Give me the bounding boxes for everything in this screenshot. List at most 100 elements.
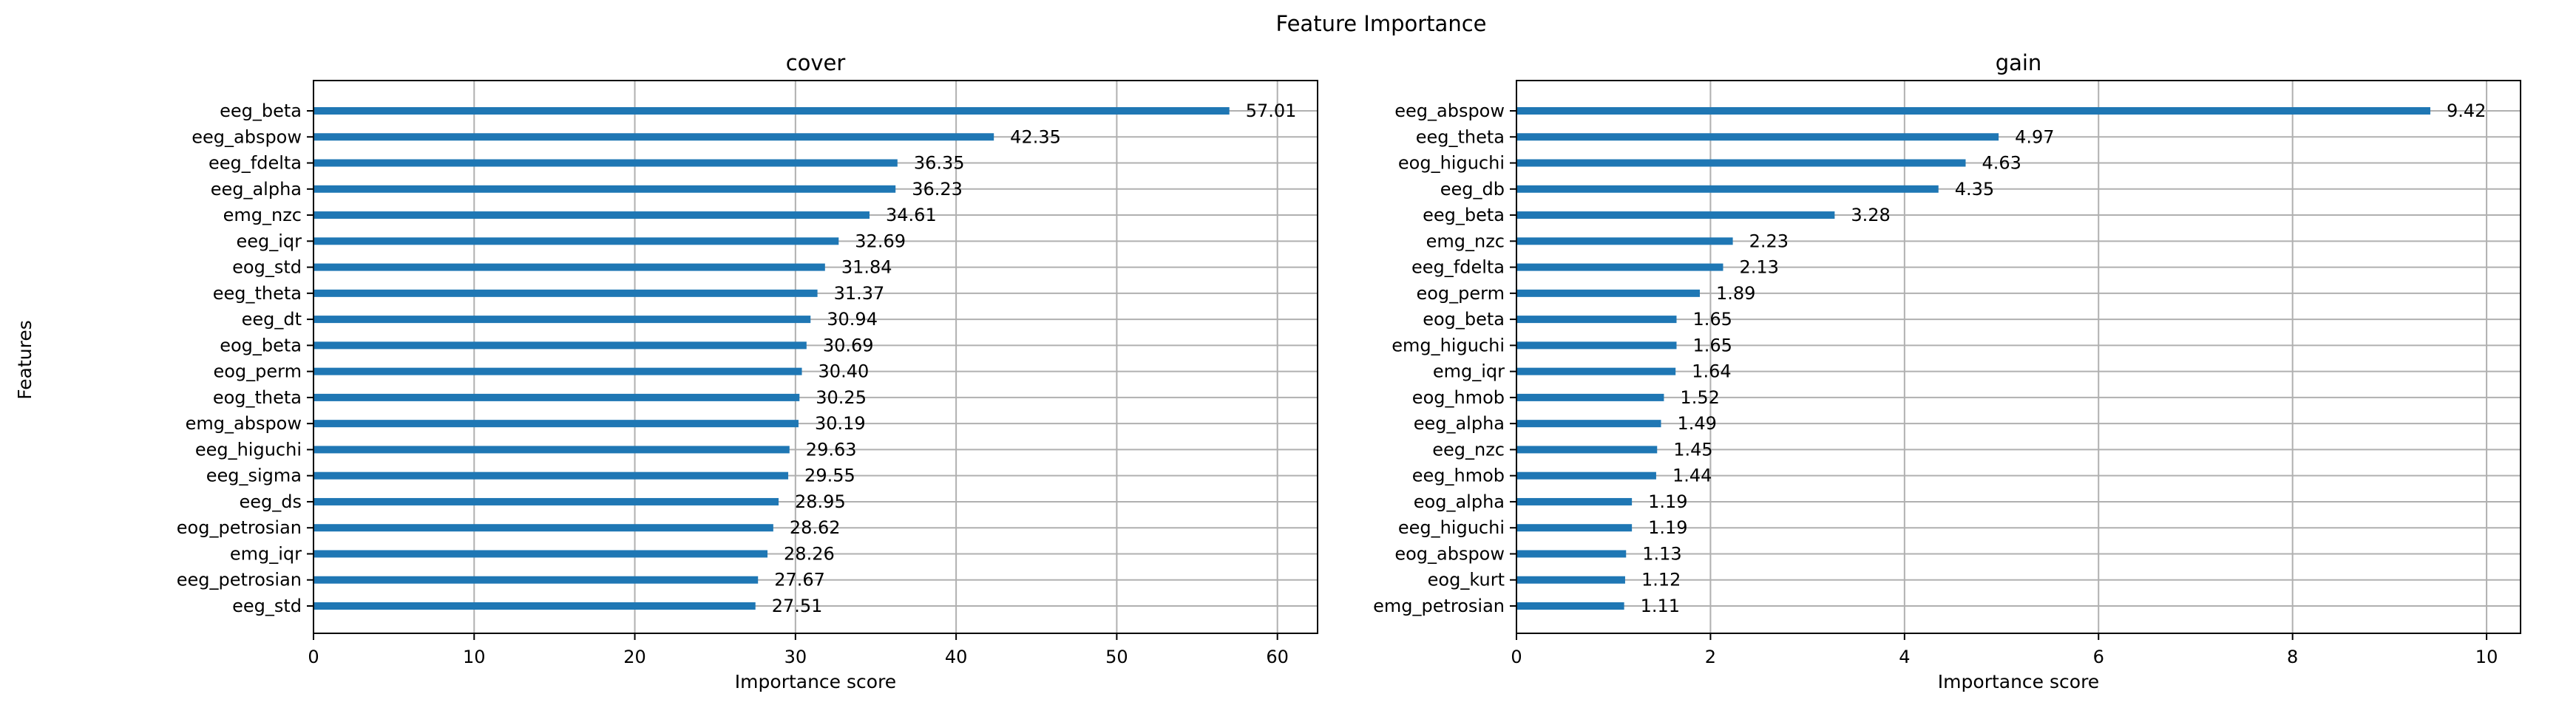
gain-bar-eog_perm (1516, 289, 1700, 297)
cover-bar-eog_std (313, 263, 825, 271)
cover-value-label: 31.84 (841, 257, 892, 278)
gain-xtick-label: 10 (2475, 647, 2498, 667)
gain-bar-eeg_higuchi (1516, 524, 1633, 532)
gain-chart-title: gain (1996, 50, 2042, 75)
cover-bar-eeg_dt (313, 316, 811, 324)
cover-ytick-label: eeg_iqr (236, 231, 302, 251)
cover-value-label: 28.95 (795, 491, 846, 512)
gain-ytick-label: emg_petrosian (1373, 596, 1505, 616)
gain-value-label: 2.13 (1739, 257, 1778, 278)
gain-bar-eog_kurt (1516, 576, 1625, 584)
cover-axes-frame (313, 80, 1318, 634)
gain-ytick-label: eog_abspow (1394, 543, 1505, 564)
gain-ytick-label: eeg_hmob (1412, 466, 1505, 486)
cover-ytick-label: eog_theta (213, 387, 302, 408)
gain-bar-emg_higuchi (1516, 341, 1677, 350)
gain-bar-eog_beta (1516, 316, 1677, 324)
gain-ytick-label: eeg_abspow (1394, 101, 1505, 121)
gain-value-label: 1.65 (1692, 335, 1732, 355)
cover-ytick-label: eeg_abspow (191, 126, 302, 147)
cover-ytick-label: eog_std (232, 257, 302, 278)
cover-ytick-label: eeg_sigma (206, 466, 302, 486)
gain-bar-eeg_nzc (1516, 446, 1658, 454)
cover-xtick-label: 30 (784, 647, 807, 667)
figure-title: Feature Importance (1276, 11, 1487, 36)
cover-value-label: 36.23 (912, 179, 963, 200)
cover-value-label: 30.40 (818, 361, 870, 382)
gain-bar-eeg_alpha (1516, 420, 1661, 428)
gain-bar-eog_hmob (1516, 393, 1664, 401)
cover-value-label: 28.62 (790, 517, 841, 538)
cover-ytick-label: eog_perm (213, 361, 302, 382)
gain-ytick-label: eog_higuchi (1398, 153, 1505, 174)
gain-value-label: 4.63 (1982, 153, 2021, 174)
gain-bar-eeg_fdelta (1516, 263, 1723, 271)
cover-bar-emg_nzc (313, 211, 870, 219)
cover-value-label: 28.26 (784, 543, 835, 564)
gain-value-label: 1.65 (1692, 309, 1732, 330)
gain-value-label: 3.28 (1851, 205, 1890, 225)
gain-value-label: 1.52 (1680, 387, 1719, 408)
gain-xtick-label: 8 (2287, 647, 2298, 667)
cover-value-label: 36.35 (914, 153, 965, 174)
gain-xtick-label: 4 (1899, 647, 1910, 667)
cover-xaxis-label: Importance score (735, 671, 896, 692)
gain-ytick-label: eeg_theta (1416, 126, 1505, 147)
cover-bar-eeg_fdelta (313, 159, 898, 167)
cover-ytick-label: eeg_beta (220, 101, 302, 121)
cover-bar-emg_iqr (313, 550, 768, 558)
cover-xtick-label: 50 (1105, 647, 1128, 667)
gain-value-label: 1.19 (1648, 517, 1687, 538)
cover-ytick-label: eog_petrosian (177, 517, 302, 538)
gain-bar-eog_alpha (1516, 497, 1633, 505)
cover-ytick-label: eeg_alpha (211, 179, 302, 200)
cover-value-label: 27.51 (772, 596, 823, 616)
cover-ytick-label: eog_beta (220, 335, 302, 355)
cover-ytick-label: eeg_dt (242, 309, 302, 330)
cover-value-label: 30.69 (823, 335, 874, 355)
cover-bar-eog_theta (313, 393, 800, 401)
gain-ytick-label: eeg_higuchi (1398, 517, 1505, 538)
gain-axes-frame (1516, 80, 2521, 634)
gain-xtick-label: 0 (1511, 647, 1522, 667)
gain-value-label: 1.19 (1648, 491, 1687, 512)
cover-value-label: 30.94 (827, 309, 878, 330)
cover-value-label: 34.61 (886, 205, 937, 225)
cover-bar-eeg_petrosian (313, 576, 759, 584)
cover-chart-panel: 57.01 42.35 36.35 36.23 34.61 32.69 31.84 31.37… (177, 50, 1318, 692)
gain-xtick-label: 6 (2093, 647, 2104, 667)
gain-ytick-label: eeg_nzc (1432, 439, 1505, 460)
gain-value-label: 1.45 (1673, 439, 1712, 460)
cover-xtick-label: 20 (623, 647, 646, 667)
cover-value-label: 30.25 (816, 387, 867, 408)
cover-xtick-label: 0 (308, 647, 319, 667)
cover-ytick-label: eeg_theta (213, 283, 302, 304)
gain-bar-eeg_db (1516, 185, 1939, 193)
cover-ytick-label: eeg_higuchi (195, 439, 302, 460)
gain-ytick-label: emg_higuchi (1392, 335, 1505, 355)
gain-value-label: 1.11 (1641, 596, 1680, 616)
gain-ytick-label: eeg_db (1440, 179, 1505, 200)
cover-value-label: 27.67 (774, 570, 825, 590)
gain-ytick-label: eog_kurt (1428, 570, 1505, 590)
cover-bar-eeg_higuchi (313, 446, 790, 454)
cover-value-label: 57.01 (1246, 101, 1297, 121)
gain-bar-eeg_theta (1516, 133, 1999, 141)
gain-ytick-label: emg_nzc (1426, 231, 1505, 251)
gain-chart-panel: 9.42 4.97 4.63 4.35 3.28 2.23 2.13 1.89 1.65 1.65… (1373, 50, 2521, 692)
cover-bar-emg_abspow (313, 420, 799, 428)
cover-bar-eeg_abspow (313, 133, 994, 141)
gain-bar-emg_nzc (1516, 237, 1733, 245)
cover-bar-eeg_ds (313, 497, 779, 505)
gain-bar-eeg_abspow (1516, 107, 2430, 115)
gain-xtick-label: 2 (1705, 647, 1716, 667)
cover-bar-eog_perm (313, 367, 802, 375)
gain-bar-eeg_hmob (1516, 471, 1656, 480)
cover-value-label: 30.19 (815, 413, 866, 434)
gain-value-label: 1.44 (1672, 466, 1712, 486)
gain-value-label: 1.89 (1716, 283, 1755, 304)
cover-bar-eeg_std (313, 602, 756, 610)
cover-ytick-label: emg_abspow (186, 413, 302, 434)
cover-ytick-label: eeg_petrosian (177, 570, 302, 590)
